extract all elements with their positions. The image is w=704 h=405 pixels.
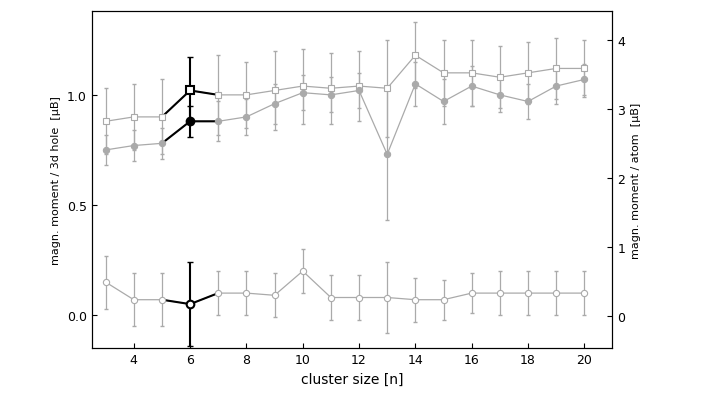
- Y-axis label: magn. moment / 3d hole  [μB]: magn. moment / 3d hole [μB]: [51, 96, 61, 264]
- X-axis label: cluster size [n]: cluster size [n]: [301, 372, 403, 386]
- Y-axis label: magn. moment / atom  [μB]: magn. moment / atom [μB]: [631, 102, 641, 258]
